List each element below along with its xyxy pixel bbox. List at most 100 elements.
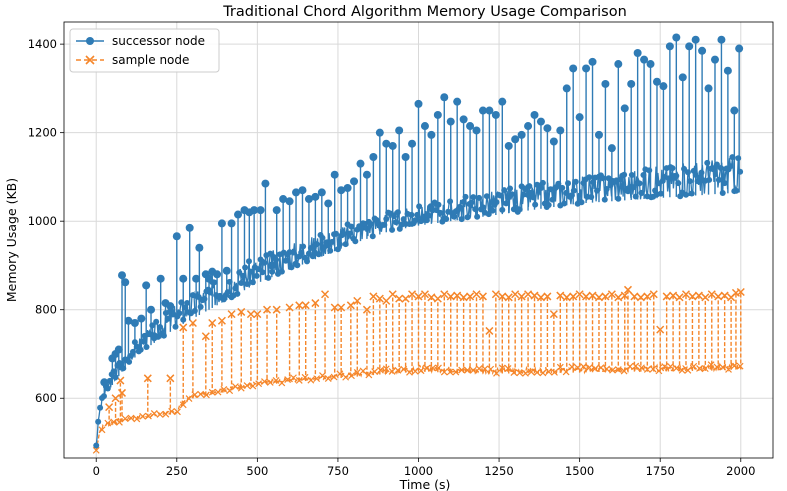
- successor-band-point: [599, 175, 606, 182]
- successor-spike-point: [511, 135, 520, 144]
- successor-band-point: [224, 289, 231, 296]
- successor-spike-point: [142, 281, 151, 290]
- sample-band-point: [313, 375, 321, 383]
- sample-band-point: [452, 368, 460, 376]
- successor-spike-point: [137, 314, 146, 323]
- x-tick-label: 0: [93, 464, 100, 478]
- successor-spike-point: [121, 278, 130, 287]
- successor-band-point: [561, 200, 568, 207]
- sample-band-point: [127, 414, 135, 422]
- sample-spike-point: [382, 296, 391, 305]
- successor-spike-point: [691, 35, 700, 44]
- sample-spike-point: [620, 291, 629, 300]
- sample-spike-point: [440, 290, 449, 299]
- successor-band-point: [261, 259, 268, 266]
- successor-band-point: [201, 296, 208, 303]
- successor-spike-point: [735, 44, 744, 53]
- successor-spike-point: [395, 126, 404, 135]
- sample-spike-point: [321, 290, 330, 299]
- sample-spike-point: [353, 296, 362, 305]
- successor-spike-point: [710, 55, 719, 64]
- successor-band-point: [526, 183, 533, 190]
- sample-band-point: [487, 365, 495, 373]
- x-tick-label: 1000: [404, 464, 433, 478]
- sample-spike-point: [701, 293, 710, 302]
- sample-spike-point: [433, 294, 442, 303]
- sample-spike-point: [301, 301, 310, 310]
- successor-spike-point: [213, 270, 222, 279]
- successor-spike-point: [620, 104, 629, 113]
- sample-band-point: [174, 408, 181, 416]
- sample-spike-point: [179, 323, 188, 332]
- successor-band-point: [682, 191, 689, 198]
- sample-spike-point: [453, 291, 462, 300]
- legend-successor-marker: [86, 37, 94, 45]
- y-tick-label: 1400: [28, 37, 57, 51]
- y-axis-label: Memory Usage (KB): [4, 178, 19, 302]
- successor-band-point: [414, 211, 421, 218]
- successor-band-point: [468, 199, 475, 206]
- successor-band-point: [104, 385, 111, 392]
- successor-spike-point: [588, 57, 597, 66]
- successor-band-point: [545, 201, 552, 208]
- successor-spike-point: [250, 206, 259, 215]
- sample-spike-point: [575, 290, 584, 299]
- successor-band-point: [727, 163, 734, 170]
- successor-spike-point: [594, 130, 603, 139]
- successor-spike-point: [627, 79, 636, 88]
- sample-spike-point: [285, 303, 294, 312]
- sample-spike-point: [395, 294, 404, 303]
- sample-spike-point: [517, 292, 526, 301]
- sample-spike-point: [369, 292, 378, 301]
- successor-band-point: [153, 318, 160, 325]
- successor-spike-point: [343, 183, 352, 192]
- successor-spike-point: [569, 64, 578, 73]
- sample-band-point: [411, 367, 419, 375]
- sample-node-series: [92, 285, 745, 454]
- successor-spike-point: [562, 84, 571, 93]
- sample-spike-point: [662, 292, 671, 301]
- sample-spike-point: [582, 292, 591, 301]
- sample-spike-point: [427, 293, 436, 302]
- sample-spike-point: [536, 293, 545, 302]
- sample-spike-point: [263, 305, 272, 314]
- successor-band-point: [737, 168, 744, 175]
- sample-spike-point: [607, 290, 616, 299]
- sample-spike-point: [337, 303, 346, 312]
- sample-spike-point: [720, 291, 729, 300]
- successor-band-point: [184, 299, 191, 306]
- sample-band-point: [371, 368, 379, 376]
- sample-spike-point: [556, 291, 565, 300]
- successor-spike-point: [633, 48, 642, 57]
- sample-spike-point: [636, 293, 645, 302]
- successor-band-point: [240, 272, 247, 279]
- sample-band-point: [655, 367, 663, 375]
- successor-band-point: [721, 180, 728, 187]
- sample-spike-point: [498, 292, 507, 301]
- successor-band-point: [665, 175, 672, 182]
- successor-spike-point: [324, 199, 333, 208]
- sample-spike-point: [311, 299, 320, 308]
- successor-band-point: [313, 241, 320, 248]
- successor-spike-point: [261, 179, 270, 188]
- x-tick-label: 500: [246, 464, 268, 478]
- successor-band-point: [638, 189, 645, 196]
- successor-band-point: [282, 257, 289, 264]
- successor-spike-point: [543, 124, 552, 133]
- successor-spike-point: [118, 271, 127, 280]
- sample-spike-point: [414, 292, 423, 301]
- sample-spike-point: [117, 388, 127, 397]
- successor-band-point: [630, 184, 637, 191]
- sample-band-point: [603, 365, 611, 373]
- successor-spike-point: [601, 79, 610, 88]
- successor-spike-point: [453, 97, 462, 106]
- successor-band-point: [334, 246, 341, 253]
- sample-band-point: [266, 379, 274, 386]
- successor-spike-point: [427, 130, 436, 139]
- successor-band-point: [294, 262, 301, 269]
- successor-band-point: [234, 290, 241, 297]
- successor-spike-point: [659, 82, 668, 91]
- sample-spike-point: [601, 292, 610, 301]
- x-tick-label: 750: [327, 464, 349, 478]
- successor-spike-point: [285, 197, 294, 206]
